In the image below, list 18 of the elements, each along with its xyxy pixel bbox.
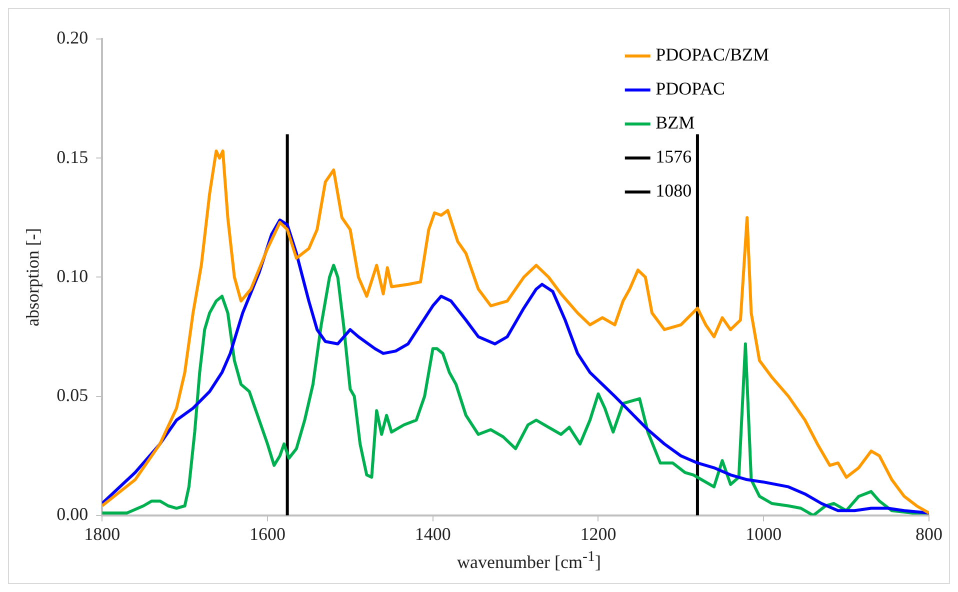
- x-tick-label: 1600: [249, 524, 286, 544]
- y-tick-label: 0.00: [56, 504, 88, 524]
- y-axis-title: absorption [-]: [22, 228, 43, 326]
- legend-label: 1080: [656, 180, 692, 201]
- y-tick-label: 0.15: [56, 146, 88, 167]
- x-axis-title: wavenumber [cm$^{-1}$]: [456, 549, 602, 574]
- legend-label: 1576: [656, 146, 692, 167]
- y-tick-label: 0.20: [56, 28, 88, 48]
- y-tick-label: 0.10: [56, 266, 88, 286]
- x-tick-label: 800: [916, 524, 942, 544]
- x-tick-label: 1000: [746, 524, 782, 544]
- legend-label: BZM: [656, 112, 695, 133]
- legend-label: PDOPAC/BZM: [656, 44, 770, 65]
- legend-label: PDOPAC: [656, 78, 725, 99]
- x-tick-label: 1400: [414, 524, 451, 544]
- x-tick-label: 1200: [580, 524, 616, 544]
- x-tick-label: 1800: [84, 524, 120, 544]
- y-tick-label: 0.05: [56, 385, 88, 406]
